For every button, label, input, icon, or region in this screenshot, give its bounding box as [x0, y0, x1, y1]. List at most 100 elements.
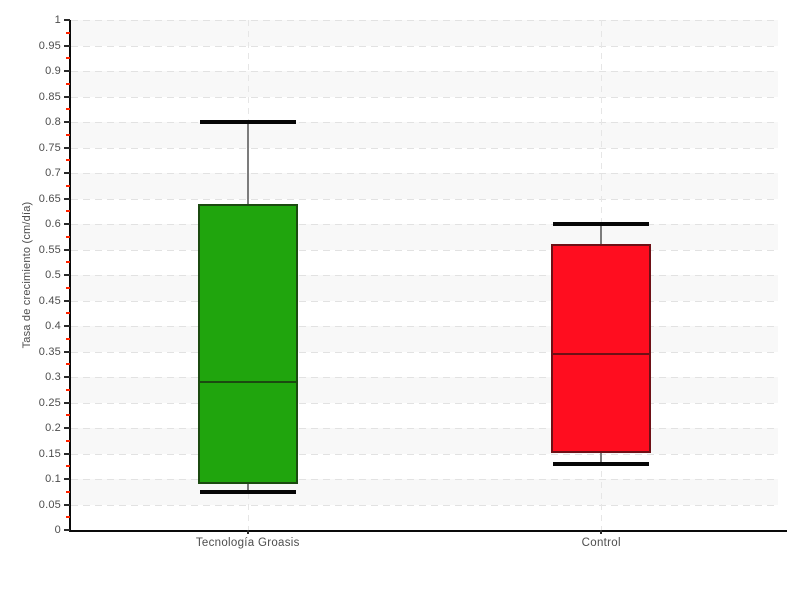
- gridline: [71, 173, 778, 174]
- y-tick-label: 0.8: [45, 116, 61, 128]
- plot-band: [71, 122, 778, 148]
- y-minor-tick: [66, 465, 70, 468]
- gridline: [71, 300, 778, 302]
- y-minor-tick: [66, 388, 70, 391]
- whisker-cap-min: [199, 489, 296, 494]
- y-tick-label: 0.35: [38, 345, 61, 358]
- gridline: [71, 249, 778, 251]
- y-tick-label: 0.9: [45, 65, 61, 77]
- y-tick-label: 0.45: [38, 294, 61, 307]
- plot-band: [71, 275, 778, 301]
- gridline: [71, 71, 778, 72]
- x-category-label: Control: [581, 537, 621, 549]
- whisker-cap-min: [553, 461, 650, 466]
- gridline: [71, 275, 778, 276]
- y-minor-tick: [66, 133, 70, 136]
- gridline: [71, 326, 778, 327]
- y-major-tick: [64, 248, 70, 251]
- gridline: [71, 20, 778, 21]
- y-minor-tick: [66, 286, 70, 289]
- y-tick-label: 0.1: [45, 473, 61, 485]
- gridline: [71, 224, 778, 225]
- y-tick-label: 0.05: [38, 498, 61, 511]
- plot-band: [71, 377, 778, 403]
- y-minor-tick: [66, 337, 70, 340]
- y-minor-tick: [66, 184, 70, 187]
- y-major-tick: [64, 452, 70, 455]
- y-major-tick: [64, 503, 70, 506]
- gridline: [71, 428, 778, 429]
- y-major-tick: [64, 376, 70, 378]
- gridline: [71, 122, 778, 123]
- x-major-tick: [246, 530, 249, 534]
- y-major-tick: [64, 401, 70, 404]
- gridline: [71, 351, 778, 353]
- plot-band: [71, 71, 778, 97]
- gridline: [71, 504, 778, 506]
- y-tick-label: 0.4: [45, 320, 61, 332]
- y-minor-tick: [66, 31, 70, 34]
- y-major-tick: [64, 146, 70, 149]
- y-tick-label: 0.5: [45, 269, 61, 281]
- plot-band: [71, 198, 778, 224]
- plot-band: [71, 224, 778, 250]
- whisker-cap-max: [553, 222, 650, 226]
- y-minor-tick: [66, 57, 70, 60]
- plot-band: [71, 428, 778, 454]
- x-category-label: Tecnología Groasis: [195, 537, 300, 549]
- plot-band: [71, 351, 778, 377]
- y-major-tick: [64, 529, 70, 531]
- gridline: [71, 96, 778, 98]
- plot-band: [71, 20, 778, 46]
- plot-band: [71, 479, 778, 505]
- y-tick-label: 0.15: [38, 447, 61, 460]
- y-tick-label: 0: [54, 524, 61, 536]
- y-major-tick: [64, 299, 70, 302]
- y-minor-tick: [66, 261, 70, 264]
- box-control: [551, 244, 652, 454]
- y-major-tick: [64, 19, 70, 21]
- median-line: [551, 353, 652, 356]
- plot-band: [71, 173, 778, 199]
- plot-band: [71, 326, 778, 352]
- plot-band: [71, 249, 778, 275]
- y-minor-tick: [66, 210, 70, 213]
- y-tick-label: 0.6: [45, 218, 61, 230]
- y-minor-tick: [66, 82, 70, 85]
- y-major-tick: [64, 325, 70, 327]
- y-minor-tick: [66, 516, 70, 519]
- y-major-tick: [64, 44, 70, 47]
- y-tick-label: 1: [54, 14, 61, 26]
- y-major-tick: [64, 478, 70, 480]
- plot-band: [71, 300, 778, 326]
- y-tick-label: 0.2: [45, 422, 61, 434]
- gridline: [71, 402, 778, 404]
- x-major-tick: [600, 530, 603, 534]
- y-tick-label: 0.75: [38, 141, 61, 154]
- plot-band: [71, 402, 778, 428]
- y-minor-tick: [66, 108, 70, 111]
- whisker-cap-max: [199, 120, 296, 124]
- gridline: [71, 45, 778, 47]
- y-major-tick: [64, 223, 70, 225]
- gridline: [71, 377, 778, 378]
- y-major-tick: [64, 121, 70, 123]
- y-major-tick: [64, 70, 70, 72]
- median-line: [197, 381, 298, 384]
- y-major-tick: [64, 427, 70, 429]
- gridline: [71, 453, 778, 455]
- y-tick-label: 0.85: [38, 90, 61, 103]
- box-tecnolog-a-groasis: [197, 203, 298, 485]
- plot-band: [71, 453, 778, 479]
- y-minor-tick: [66, 490, 70, 493]
- y-minor-tick: [66, 414, 70, 417]
- plot-band: [71, 147, 778, 173]
- gridline: [71, 479, 778, 480]
- y-minor-tick: [66, 363, 70, 366]
- y-major-tick: [64, 95, 70, 98]
- gridline: [71, 198, 778, 200]
- y-tick-label: 0.55: [38, 243, 61, 256]
- plot-band: [71, 45, 778, 71]
- y-tick-label: 0.95: [38, 39, 61, 52]
